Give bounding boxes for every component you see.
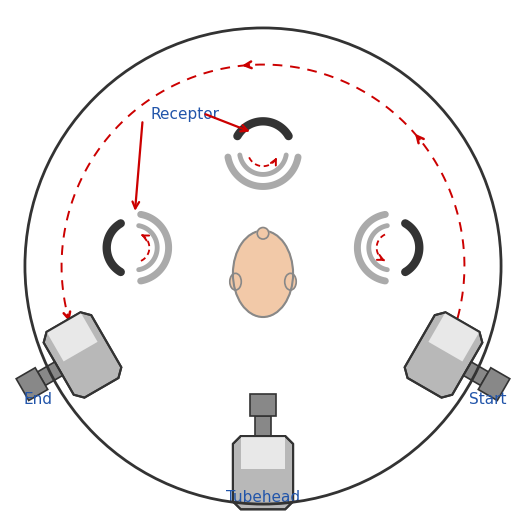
- Polygon shape: [16, 368, 48, 401]
- Ellipse shape: [285, 273, 296, 290]
- Ellipse shape: [257, 228, 269, 239]
- Polygon shape: [37, 362, 63, 385]
- Text: End: End: [24, 392, 53, 407]
- Text: Start: Start: [469, 392, 507, 407]
- Ellipse shape: [233, 231, 293, 317]
- Text: Receptor: Receptor: [150, 107, 219, 122]
- Polygon shape: [404, 312, 482, 397]
- Polygon shape: [233, 436, 293, 509]
- Polygon shape: [255, 416, 271, 436]
- Circle shape: [25, 28, 501, 504]
- Ellipse shape: [230, 273, 241, 290]
- Polygon shape: [428, 312, 480, 361]
- Text: Tubehead: Tubehead: [226, 490, 300, 505]
- Polygon shape: [478, 368, 510, 401]
- Polygon shape: [241, 436, 285, 469]
- Polygon shape: [46, 312, 98, 361]
- Polygon shape: [250, 394, 276, 416]
- Polygon shape: [463, 362, 489, 385]
- Polygon shape: [44, 312, 122, 397]
